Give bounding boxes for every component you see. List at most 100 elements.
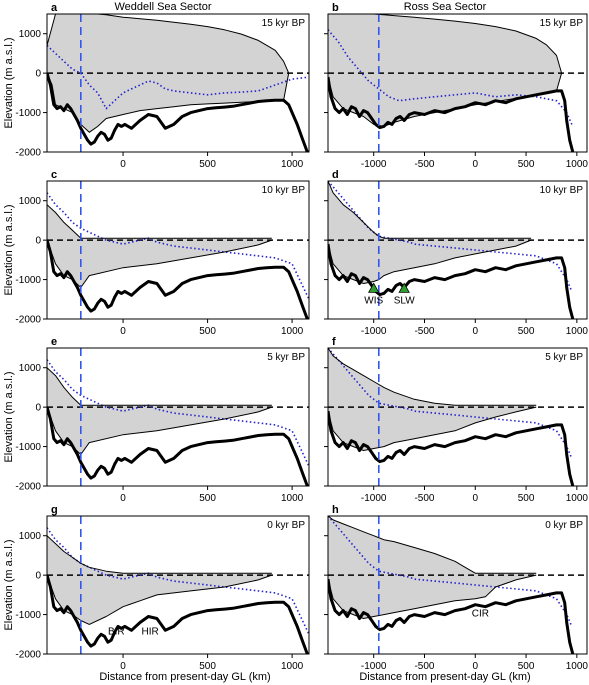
series-ice-base [47,239,272,288]
series-bed [47,574,309,654]
plot-area [47,516,309,654]
panel-d: -1000 -500 0 500 1000 d 10 kyr BP WIS SLW [324,169,588,337]
x-tick-label: 1000 [566,326,589,337]
panel-letter: c [51,169,57,181]
panel-a: 0 500 1000 -2000 -1000 0 1000 a 15 kyr BP Elevati… [3,2,310,170]
annotation-label: WIS [364,295,383,306]
time-label: 5 kyr BP [267,352,305,363]
x-tick-label: 0 [120,326,126,337]
panel-letter: h [332,504,339,516]
panel-letter: g [51,504,58,516]
y-tick-label: -2000 [15,148,41,159]
panel-b: -1000 -500 0 500 1000 b 15 kyr BP [324,2,588,170]
series-ice-surface [47,14,290,74]
y-tick-label: 1000 [19,196,42,207]
ice-fill [328,516,537,619]
y-tick-label: -1000 [15,610,41,621]
y-tick-label: -2000 [15,482,41,493]
panel-f: -1000 -500 0 500 1000 f 5 kyr BP [324,336,588,504]
x-tick-label: 1000 [566,493,589,504]
plot-area [47,181,309,319]
series-modern-surface [47,192,309,300]
x-tick-label: 500 [199,326,216,337]
y-tick-label: 0 [35,69,41,80]
x-tick-label: -1000 [361,326,387,337]
annotation-label: CIR [472,609,489,620]
x-tick-label: 0 [120,661,126,672]
x-tick-label: 500 [199,493,216,504]
series-bed [328,243,575,319]
x-tick-label: -500 [414,661,434,672]
axes-frame [46,180,310,320]
axes-frame [327,347,588,487]
panel-h: -1000 -500 0 500 1000 h 0 kyr BP CIR [324,504,588,672]
series-ice-base [328,406,537,451]
series-bed [328,578,575,654]
series-bed [328,76,575,152]
x-tick-label: 500 [518,326,535,337]
y-tick-label: -1000 [15,275,41,286]
series-modern-surface [47,527,309,635]
series-ice-surface [328,516,537,574]
plot-area [47,348,309,486]
time-label: 10 kyr BP [540,185,584,196]
axes-frame [46,515,310,655]
column-title-weddell: Weddell Sea Sector [114,1,211,13]
column-title-ross: Ross Sea Sector [404,1,487,13]
y-tick-label: -2000 [15,315,41,326]
panel-e: 0 500 1000 -2000 -1000 0 1000 e 5 kyr BP Elevatio… [3,336,310,504]
series-bed [328,410,575,486]
x-tick-label: -1000 [361,159,387,170]
x-tick-label: 1000 [281,326,304,337]
x-tick-label: 1000 [566,159,589,170]
x-tick-label: 0 [472,326,478,337]
panel-g: 0 500 1000 -2000 -1000 0 1000 g 0 kyr BP Elevatio… [3,504,310,672]
x-tick-label: 1000 [281,493,304,504]
series-modern-surface [47,359,309,467]
y-tick-label: -1000 [15,108,41,119]
series-ice-base [47,406,272,455]
x-tick-label: -1000 [361,661,387,672]
panel-letter: b [332,2,339,14]
x-tick-label: 500 [199,661,216,672]
axes-frame [46,347,310,487]
y-tick-label: -1000 [15,442,41,453]
y-tick-label: -2000 [15,650,41,661]
x-axis-label-left: Distance from present-day GL (km) [99,671,270,683]
axes-frame [46,13,310,153]
x-tick-label: -500 [414,493,434,504]
plot-area [328,516,587,654]
plot-area [328,348,587,486]
x-tick-label: 500 [199,159,216,170]
site-marker-icon [398,282,410,293]
y-tick-label: 1000 [19,29,42,40]
axes-frame [327,13,588,153]
plot-area [328,181,587,319]
annotation-label: HIR [141,626,158,637]
series-ice-surface [47,535,272,574]
panel-letter: a [51,2,58,14]
annotation-label: SLW [394,295,415,306]
x-tick-label: 0 [120,493,126,504]
y-axis-label: Elevation (m a.s.l.) [3,37,15,128]
panel-letter: f [332,336,336,348]
series-ice-surface [328,14,563,74]
annotation-label: BIR [108,626,125,637]
x-tick-label: 0 [120,159,126,170]
site-marker-icon [368,282,380,293]
axes-frame [327,180,588,320]
series-bed [47,406,309,486]
x-tick-label: 500 [518,661,535,672]
x-tick-label: 500 [518,159,535,170]
ice-fill [328,14,562,127]
series-ice-surface [328,181,532,239]
x-axis-label-right: Distance from present-day GL (km) [359,671,530,683]
y-tick-label: 0 [35,403,41,414]
panel-grid: 0 500 1000 -2000 -1000 0 1000 a 15 kyr BP Elevati… [3,2,588,672]
x-tick-label: -500 [414,326,434,337]
series-ice-surface [328,348,537,406]
time-label: 10 kyr BP [262,185,306,196]
y-tick-label: 1000 [19,531,42,542]
panel-letter: e [51,336,57,348]
